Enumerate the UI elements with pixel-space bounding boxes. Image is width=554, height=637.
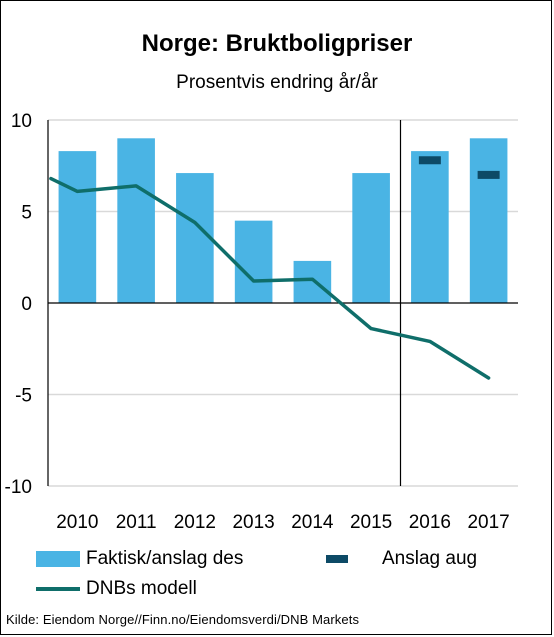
legend-label-august: Anslag aug bbox=[382, 548, 478, 569]
bar-2010 bbox=[58, 151, 97, 303]
legend-label-actual: Faktisk/anslag des bbox=[86, 548, 244, 569]
legend-item-actual: Faktisk/anslag des bbox=[36, 548, 243, 570]
x-tick-label: 2016 bbox=[409, 512, 451, 533]
bar-2017 bbox=[469, 138, 508, 303]
legend: Faktisk/anslag des Anslag aug DNBs model… bbox=[0, 540, 554, 610]
legend-label-model: DNBs modell bbox=[86, 578, 197, 599]
model-line bbox=[49, 176, 491, 380]
legend-swatch-marker bbox=[326, 555, 348, 563]
bar-2013 bbox=[234, 220, 273, 303]
x-tick-label: 2013 bbox=[232, 512, 274, 533]
bar-2015 bbox=[352, 173, 390, 303]
legend-swatch-line bbox=[36, 587, 80, 591]
chart-subtitle: Prosentvis endring år/år bbox=[176, 72, 378, 93]
bar-2014 bbox=[293, 260, 332, 303]
chart-plot: 10 5 0 -5 -10 2010 2011 2012 2013 2014 2015 2016 201… bbox=[5, 111, 518, 533]
x-tick-label: 2017 bbox=[467, 512, 509, 533]
y-tick-label: -5 bbox=[15, 386, 32, 407]
legend-item-model: DNBs modell bbox=[36, 578, 197, 600]
bar-2016 bbox=[411, 151, 449, 303]
bar-2012 bbox=[176, 173, 214, 303]
august-marker-2017 bbox=[477, 170, 500, 179]
bar-2011 bbox=[117, 138, 155, 303]
x-tick-label: 2010 bbox=[56, 512, 98, 533]
legend-swatch-bar bbox=[36, 551, 80, 567]
y-tick-label: 10 bbox=[11, 111, 32, 132]
chart-title: Norge: Bruktboligpriser bbox=[141, 30, 413, 57]
y-tick-label: 5 bbox=[21, 203, 32, 224]
source-note: Kilde: Eiendom Norge//Finn.no/Eiendomsve… bbox=[6, 612, 360, 627]
x-tick-label: 2012 bbox=[174, 512, 216, 533]
x-tick-label: 2015 bbox=[350, 512, 392, 533]
y-tick-label: -10 bbox=[5, 477, 32, 498]
x-tick-label: 2011 bbox=[116, 512, 157, 533]
y-tick-label: 0 bbox=[21, 294, 32, 315]
legend-item-august: Anslag aug bbox=[326, 548, 477, 570]
x-tick-label: 2014 bbox=[291, 512, 334, 533]
august-marker-2016 bbox=[418, 156, 441, 165]
